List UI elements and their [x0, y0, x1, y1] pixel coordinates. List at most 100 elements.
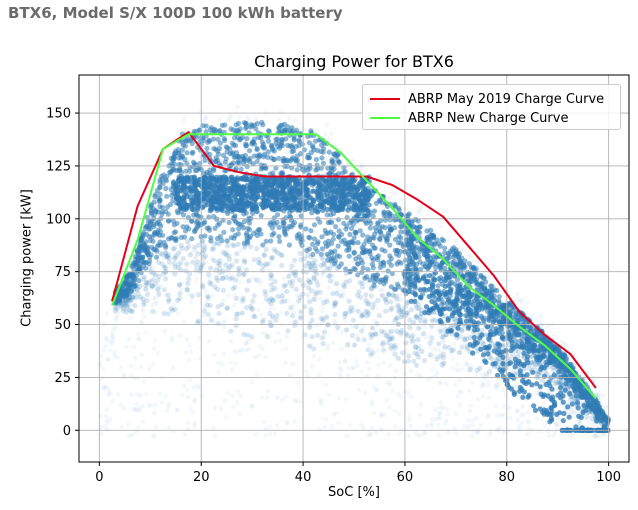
scatter-point	[274, 287, 280, 292]
scatter-point	[502, 430, 507, 435]
scatter-point	[117, 301, 123, 307]
scatter-point	[366, 342, 372, 347]
scatter-point	[305, 285, 312, 291]
scatter-point	[381, 209, 387, 215]
scatter-point	[377, 279, 383, 285]
scatter-point	[145, 291, 151, 297]
scatter-point	[494, 427, 500, 432]
scatter-point	[480, 372, 485, 377]
scatter-point	[436, 414, 441, 420]
scatter-point	[132, 355, 138, 361]
scatter-point	[369, 325, 375, 331]
scatter-point	[241, 257, 247, 263]
scatter-point	[269, 254, 275, 260]
scatter-point	[398, 197, 403, 203]
scatter-point	[267, 306, 273, 312]
scatter-point	[210, 136, 216, 142]
scatter-point	[178, 267, 184, 273]
scatter-point	[434, 370, 440, 376]
scatter-point	[359, 269, 365, 275]
scatter-point	[369, 347, 375, 352]
scatter-point	[309, 260, 316, 266]
scatter-point	[284, 226, 291, 232]
scatter-point	[334, 290, 340, 296]
scatter-point	[291, 302, 297, 308]
scatter-point	[292, 117, 298, 123]
scatter-point	[359, 369, 365, 374]
scatter-point	[212, 405, 218, 411]
scatter-point	[554, 345, 560, 351]
scatter-point	[146, 261, 152, 267]
scatter-point	[152, 281, 159, 287]
scatter-point	[368, 432, 374, 438]
scatter-point	[103, 424, 108, 429]
scatter-point	[124, 297, 130, 303]
scatter-point	[325, 322, 331, 328]
scatter-point	[416, 305, 422, 312]
scatter-point	[307, 299, 313, 305]
scatter-point	[359, 313, 365, 319]
scatter-point	[206, 225, 212, 231]
scatter-point	[305, 294, 310, 300]
scatter-point	[432, 407, 438, 412]
scatter-point	[166, 401, 172, 407]
scatter-point	[355, 272, 361, 278]
scatter-point	[449, 246, 455, 252]
scatter-point	[169, 239, 175, 245]
scatter-point	[516, 349, 522, 355]
scatter-point	[370, 399, 375, 404]
scatter-point	[149, 283, 155, 289]
scatter-point	[116, 297, 122, 303]
scatter-point	[147, 237, 153, 244]
scatter-point	[316, 372, 322, 378]
scatter-point	[370, 325, 376, 331]
scatter-point	[308, 266, 314, 272]
scatter-point	[150, 277, 156, 283]
scatter-point	[311, 274, 317, 280]
scatter-point	[369, 402, 375, 407]
scatter-point	[315, 282, 321, 288]
scatter-point	[368, 293, 374, 299]
scatter-point	[264, 395, 270, 400]
scatter-point	[356, 289, 362, 295]
scatter-point	[204, 300, 210, 305]
scatter-point	[463, 312, 469, 319]
scatter-point	[264, 296, 270, 302]
scatter-point	[197, 356, 203, 362]
scatter-point	[118, 365, 124, 371]
scatter-point	[364, 274, 370, 280]
scatter-point	[440, 334, 446, 340]
scatter-point	[224, 243, 231, 249]
scatter-point	[408, 339, 414, 344]
scatter-point	[124, 290, 130, 296]
scatter-point	[437, 416, 443, 421]
scatter-point	[385, 195, 391, 201]
scatter-point	[226, 219, 232, 226]
scatter-point	[181, 383, 187, 389]
scatter-point	[105, 356, 111, 362]
scatter-point	[353, 324, 359, 330]
scatter-point	[517, 427, 523, 432]
scatter-point	[486, 274, 491, 279]
scatter-point	[396, 297, 401, 303]
scatter-point	[236, 268, 243, 274]
scatter-point	[261, 251, 267, 257]
scatter-point	[367, 248, 373, 254]
scatter-point	[207, 276, 213, 281]
scatter-point	[471, 264, 477, 270]
scatter-point	[230, 286, 236, 292]
scatter-point	[257, 343, 263, 349]
scatter-point	[256, 307, 261, 313]
scatter-point	[524, 301, 530, 306]
scatter-point	[339, 238, 345, 244]
scatter-point	[162, 264, 168, 270]
scatter-point	[226, 256, 233, 262]
scatter-point	[125, 422, 131, 428]
scatter-point	[241, 156, 247, 163]
scatter-point	[514, 407, 520, 413]
scatter-point	[436, 326, 442, 332]
scatter-point	[378, 328, 385, 334]
scatter-point	[410, 338, 416, 344]
scatter-point	[553, 422, 559, 427]
scatter-point	[591, 434, 597, 439]
